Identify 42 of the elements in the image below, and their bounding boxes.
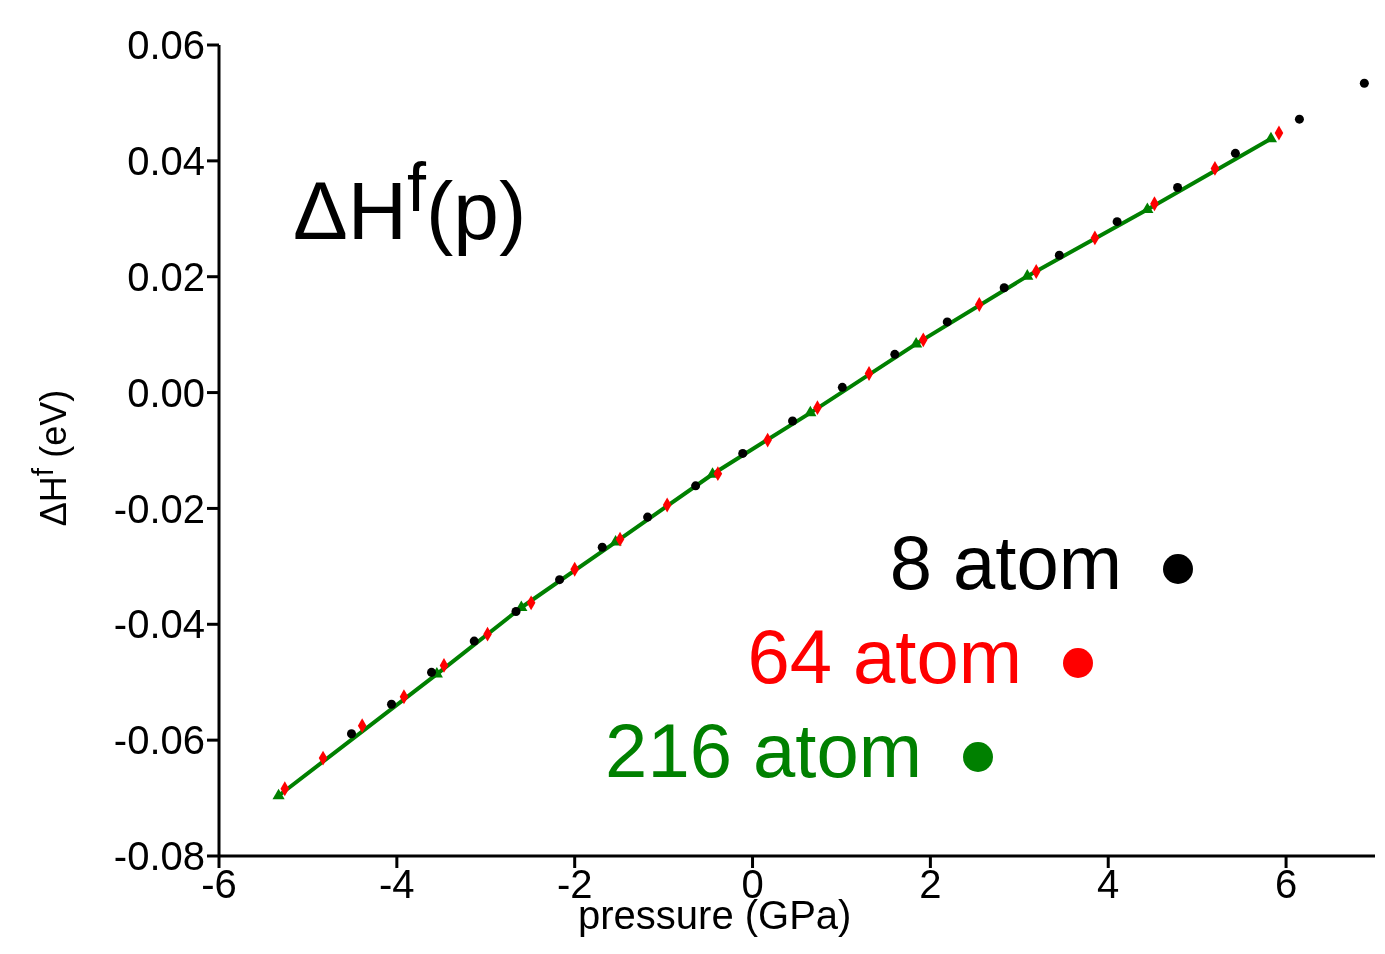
y-tick-label: 0.02 [127,254,205,299]
point [691,481,701,491]
point [643,512,653,522]
point [387,699,397,709]
point [804,405,817,417]
y-tick-label: 0.04 [127,139,205,184]
point [1359,78,1369,88]
point [788,416,798,426]
x-tick-label: 4 [1097,862,1120,907]
y-tick-label: -0.08 [113,834,205,879]
point [1294,114,1304,124]
point [1112,217,1122,227]
point [597,542,607,552]
point [272,788,285,800]
x-tick-label: 6 [1274,862,1298,907]
point [942,317,952,327]
point [555,575,565,585]
point [837,382,847,392]
y-tick-label: 0.06 [127,23,205,68]
point [1173,183,1183,193]
point [1021,269,1034,280]
point [427,667,437,677]
point [1230,148,1240,158]
legend-label: 64 atom [746,613,1023,701]
y-tick-label: -0.04 [113,602,205,647]
x-tick-label: 2 [919,862,942,907]
legend-label: 8 atom [888,519,1123,607]
y-tick-label: 0.00 [127,370,205,415]
point [1054,250,1064,260]
point [738,448,748,458]
point [999,283,1009,293]
legend-label: 216 atom [605,707,923,795]
point [511,607,521,617]
y-tick-label: -0.02 [113,486,205,531]
text: ΔH$^{f}$(p) [293,148,527,259]
point [346,729,357,739]
point [469,636,479,646]
point [910,336,923,348]
y-tick-label: -0.06 [113,718,205,763]
point [890,349,900,359]
point [1264,131,1278,143]
x-tick-label: -4 [379,862,415,907]
